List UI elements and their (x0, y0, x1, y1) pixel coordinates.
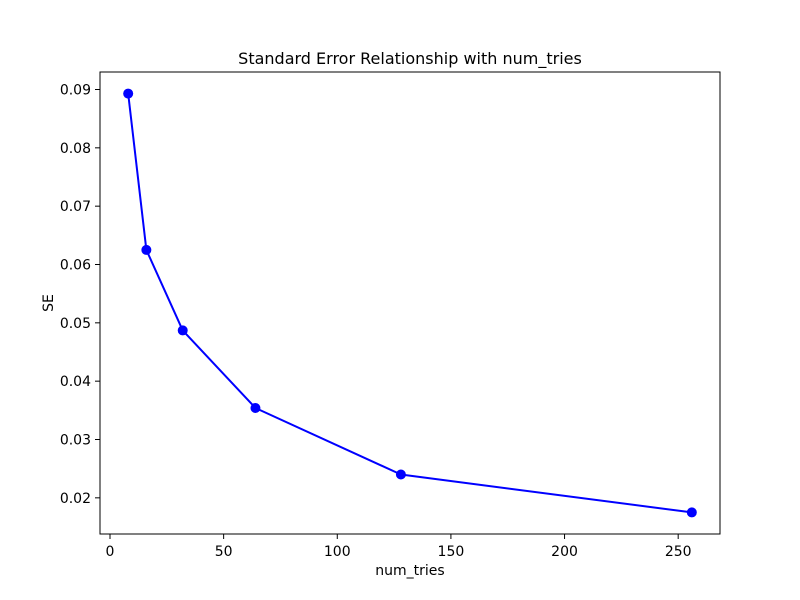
data-point (177, 325, 188, 336)
data-line (127, 92, 693, 514)
x-axis-label: num_tries (375, 563, 444, 579)
y-tick-label: 0.05 (60, 316, 91, 332)
y-tick-label: 0.09 (60, 83, 91, 99)
plot-area: 0 50 100 150 200 250 0.02 0.03 0.04 0.05 0.06 0.07 0… (60, 71, 721, 560)
x-tick-label: 50 (215, 544, 233, 560)
y-tick-label: 0.04 (60, 374, 91, 390)
data-point (250, 403, 261, 413)
data-point (123, 88, 134, 99)
x-tick-label: 150 (438, 544, 465, 560)
plot-frame (99, 71, 721, 535)
y-tick-label: 0.02 (60, 491, 91, 507)
x-tick-label: 100 (324, 544, 351, 560)
y-tick-label: 0.06 (60, 258, 91, 274)
y-axis-label: SE (41, 294, 57, 312)
data-point (395, 469, 406, 480)
data-point (686, 507, 697, 518)
x-tick-label: 0 (106, 544, 115, 560)
data-point (141, 244, 152, 255)
y-tick-label: 0.07 (60, 199, 91, 215)
y-tick-label: 0.08 (60, 141, 91, 157)
y-tick-label: 0.03 (60, 433, 91, 449)
x-tick-label: 200 (551, 544, 578, 560)
x-tick-label: 250 (665, 544, 692, 560)
chart-title: Standard Error Relationship with num_tri… (238, 49, 582, 69)
